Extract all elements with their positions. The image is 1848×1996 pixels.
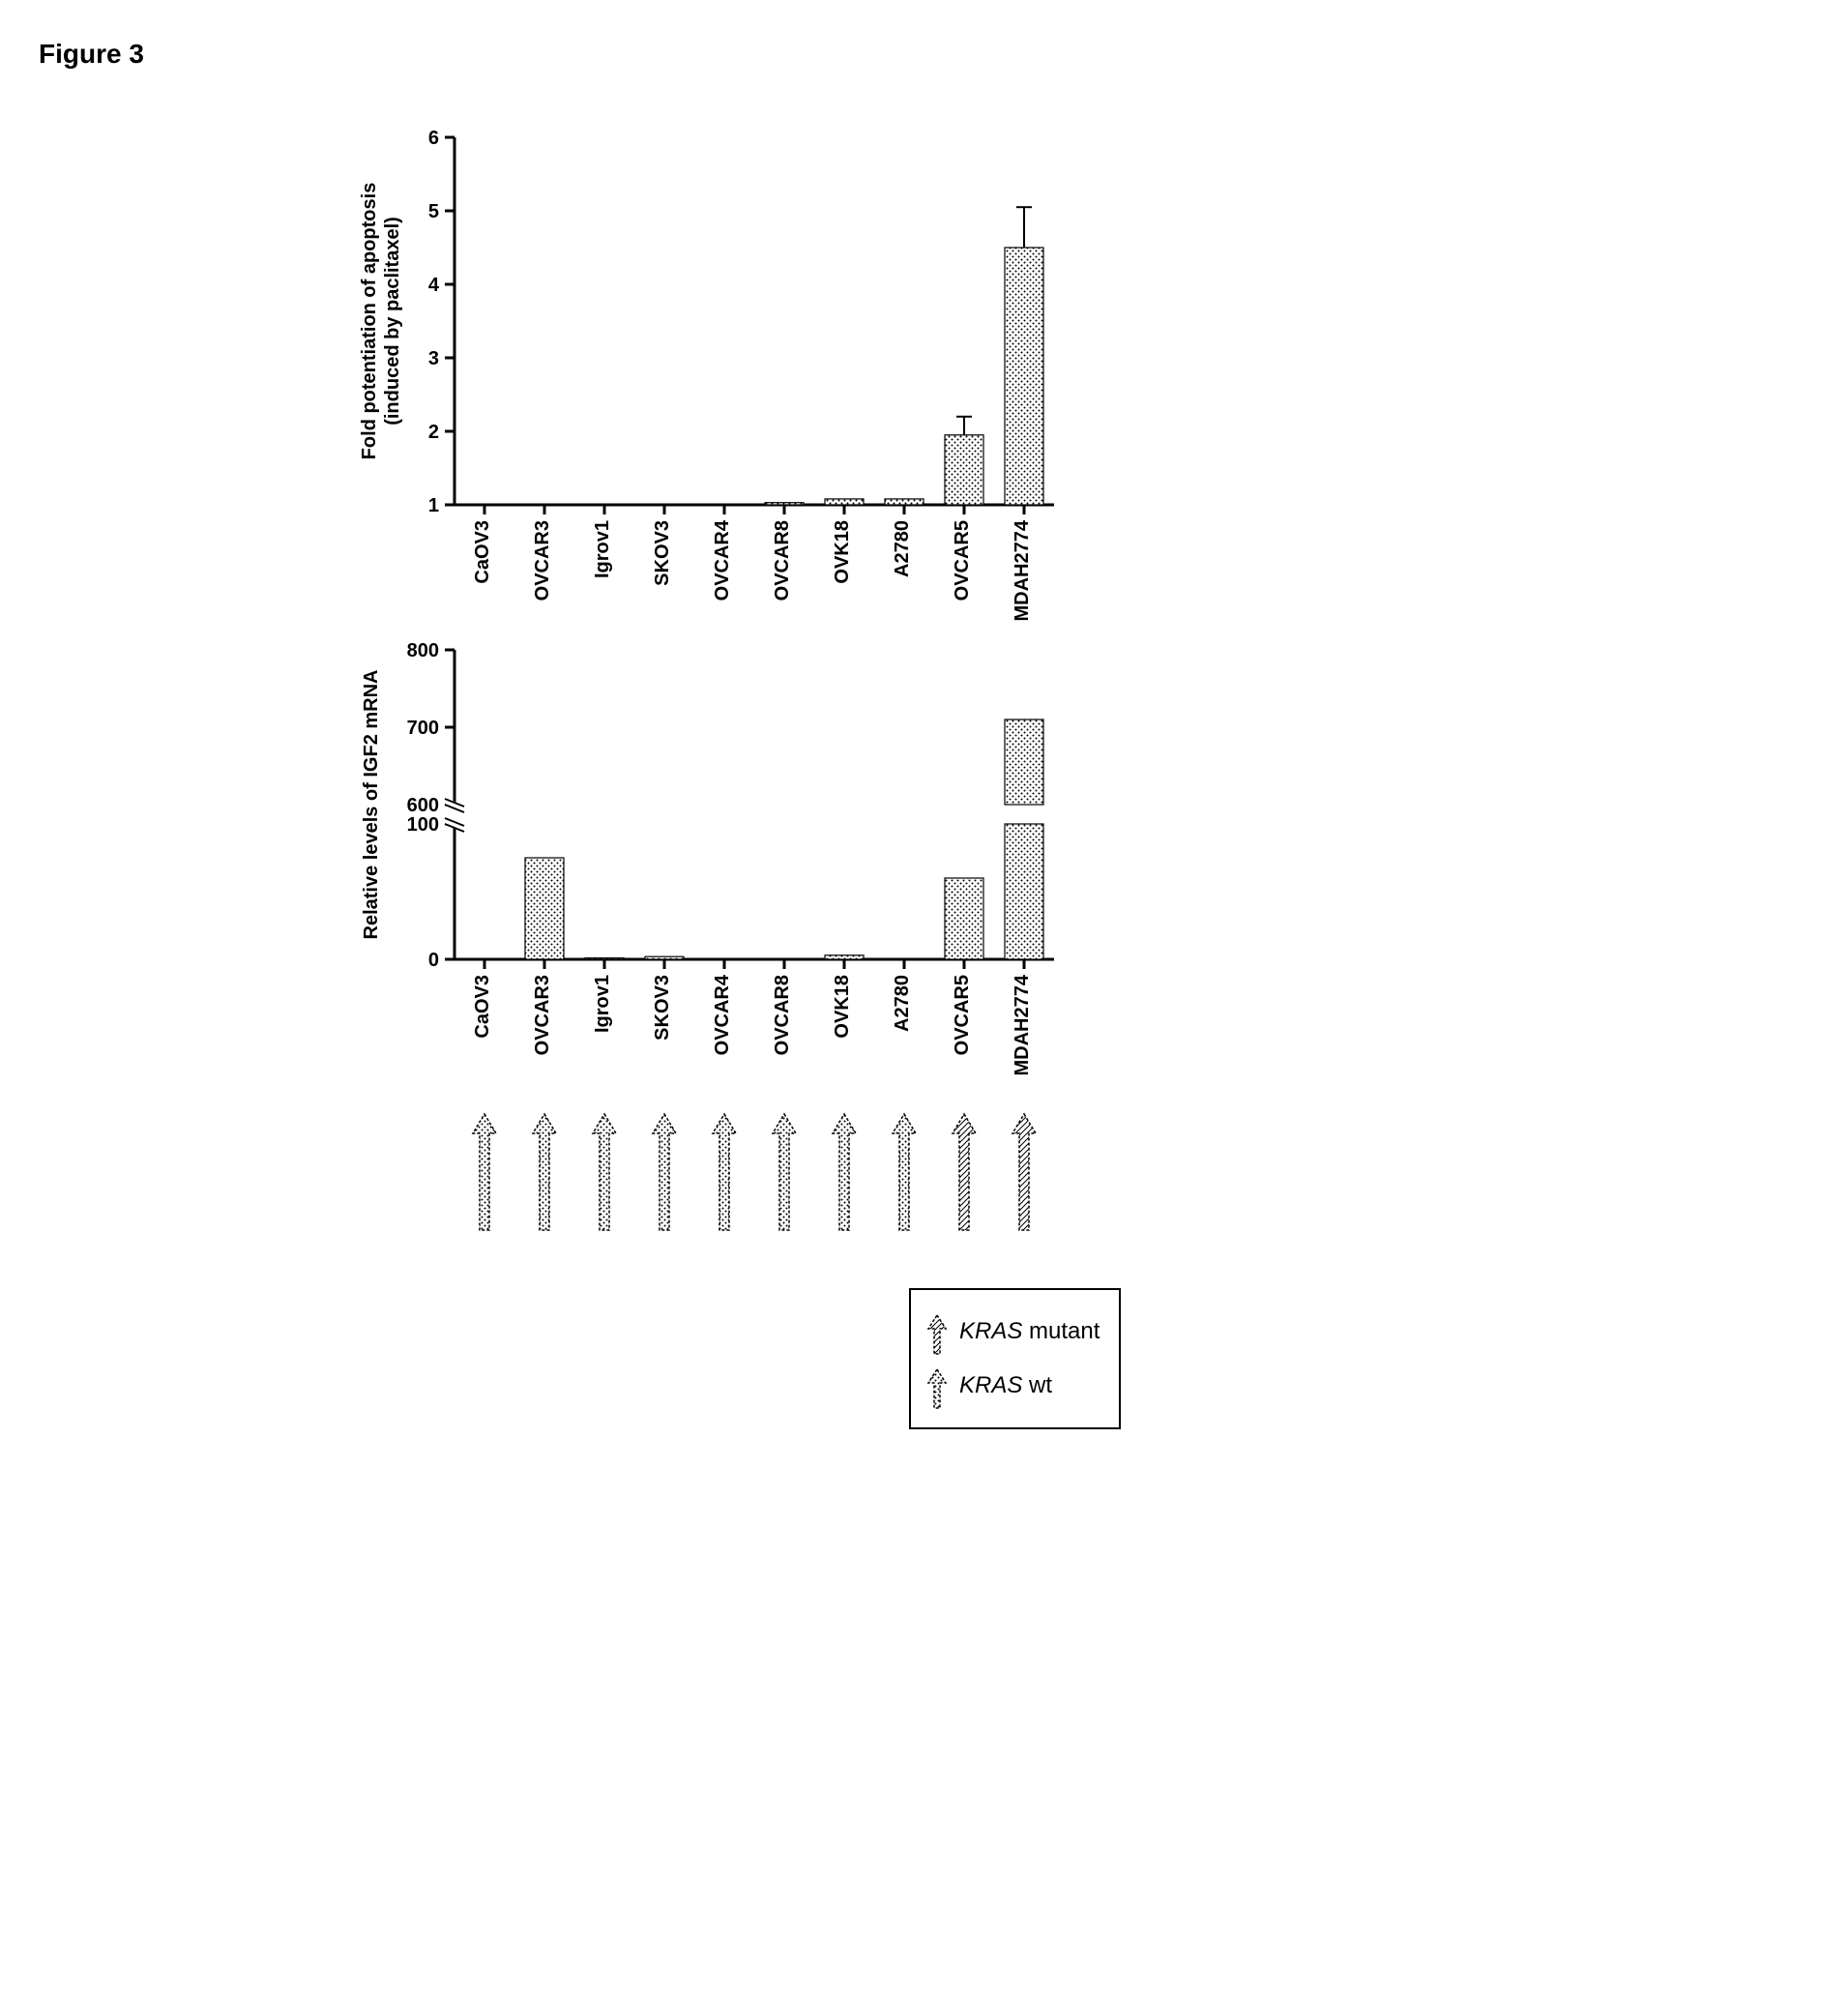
chart-container: 1 2 3 4 5 6 Fold potentiation of apoptosis(ind… <box>309 128 1809 1249</box>
svg-text:A2780: A2780 <box>892 520 913 577</box>
legend-mutant-label: KRAS mutant <box>959 1318 1100 1345</box>
svg-text:A2780: A2780 <box>892 975 913 1032</box>
legend-wt-label: KRAS wt <box>959 1372 1052 1399</box>
svg-text:SKOV3: SKOV3 <box>652 975 673 1041</box>
legend-mutant: KRAS mutant <box>923 1307 1100 1356</box>
arrow-mutant-icon <box>923 1307 952 1356</box>
svg-text:Relative levels of IGF2 mRNA: Relative levels of IGF2 mRNA <box>361 670 382 940</box>
svg-text:OVCAR4: OVCAR4 <box>712 519 733 601</box>
svg-text:CaOV3: CaOV3 <box>472 975 493 1039</box>
svg-text:OVCAR8: OVCAR8 <box>772 975 793 1055</box>
svg-text:Igrov1: Igrov1 <box>592 975 613 1033</box>
chart-svg: 1 2 3 4 5 6 Fold potentiation of apoptosis(ind… <box>309 128 1180 1249</box>
svg-text:OVK18: OVK18 <box>832 520 853 584</box>
svg-text:Igrov1: Igrov1 <box>592 520 613 578</box>
arrow-wt-icon <box>923 1362 952 1410</box>
svg-text:6: 6 <box>428 128 439 149</box>
svg-text:800: 800 <box>407 640 439 661</box>
svg-text:OVCAR5: OVCAR5 <box>952 520 973 601</box>
svg-text:MDAH2774: MDAH2774 <box>1012 974 1033 1075</box>
svg-text:OVK18: OVK18 <box>832 975 853 1039</box>
svg-text:OVCAR3: OVCAR3 <box>532 520 553 601</box>
svg-text:5: 5 <box>428 201 439 222</box>
svg-text:MDAH2774: MDAH2774 <box>1012 519 1033 621</box>
svg-text:4: 4 <box>428 275 440 296</box>
svg-text:3: 3 <box>428 348 439 369</box>
svg-text:Fold potentiation of apoptosis: Fold potentiation of apoptosis <box>359 183 380 460</box>
svg-text:OVCAR3: OVCAR3 <box>532 975 553 1055</box>
svg-text:100: 100 <box>407 814 439 836</box>
svg-text:CaOV3: CaOV3 <box>472 520 493 584</box>
svg-text:600: 600 <box>407 795 439 816</box>
figure-label: Figure 3 <box>39 39 1809 70</box>
legend-wt: KRAS wt <box>923 1362 1100 1410</box>
svg-text:OVCAR8: OVCAR8 <box>772 520 793 601</box>
svg-text:700: 700 <box>407 718 439 739</box>
svg-text:(induced by paclitaxel): (induced by paclitaxel) <box>382 217 403 426</box>
svg-text:OVCAR4: OVCAR4 <box>712 974 733 1055</box>
svg-text:OVCAR5: OVCAR5 <box>952 975 973 1055</box>
legend-box: KRAS mutant KRAS wt <box>909 1288 1121 1429</box>
svg-text:2: 2 <box>428 422 439 443</box>
svg-text:1: 1 <box>428 495 439 516</box>
svg-text:SKOV3: SKOV3 <box>652 520 673 586</box>
svg-text:0: 0 <box>428 950 439 971</box>
